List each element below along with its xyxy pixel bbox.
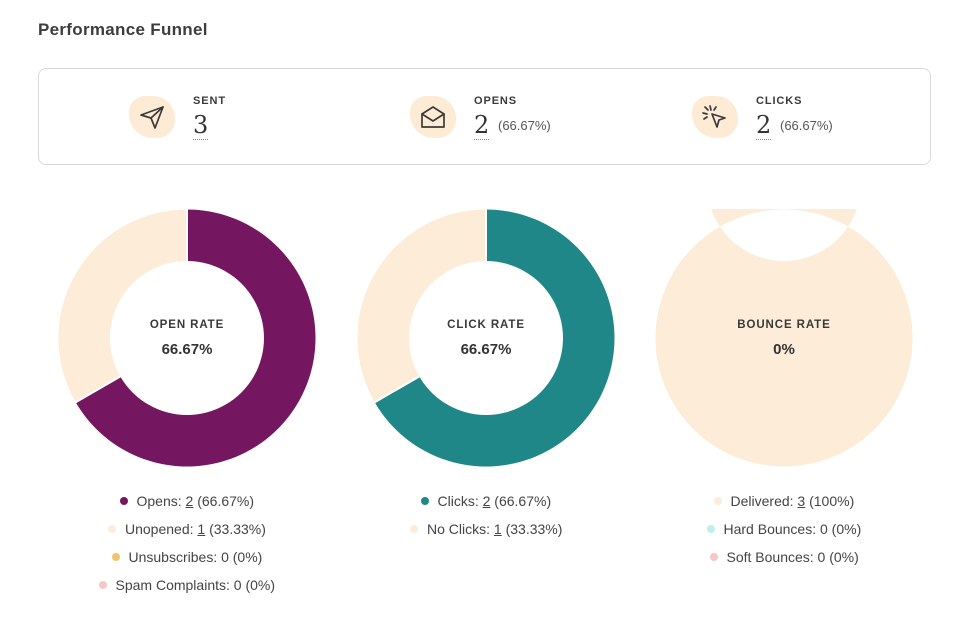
legend-percent: (100%) bbox=[805, 493, 855, 509]
bounce-rate-donut: BOUNCE RATE 0% bbox=[655, 209, 913, 467]
legend-item: Soft Bounces: 0 (0%) bbox=[709, 548, 859, 566]
slice-separator bbox=[74, 375, 121, 404]
legend-count-link[interactable]: 1 bbox=[197, 521, 206, 537]
legend-label: Opens: bbox=[136, 493, 186, 509]
open-rate-chart-svg bbox=[58, 209, 316, 467]
slice-separator bbox=[373, 375, 420, 404]
open-rate-donut: OPEN RATE 66.67% bbox=[58, 209, 316, 467]
legend-item: Clicks: 2 (66.67%) bbox=[420, 492, 552, 510]
legend-dot bbox=[709, 553, 718, 561]
envelope-icon bbox=[410, 96, 456, 138]
legend-dot bbox=[119, 497, 128, 505]
legend-count-link[interactable]: 3 bbox=[797, 493, 806, 509]
stat-opens-value[interactable]: 2 bbox=[474, 111, 490, 140]
legend-dot bbox=[706, 525, 715, 533]
legend-label: Unopened: bbox=[125, 521, 198, 537]
bounce-rate-center-value: 0% bbox=[773, 341, 795, 358]
stat-sent-value[interactable]: 3 bbox=[193, 111, 209, 140]
legend-item: Hard Bounces: 0 (0%) bbox=[706, 520, 862, 538]
legend-percent: (66.67%) bbox=[490, 493, 552, 509]
click-rate-chart-svg bbox=[357, 209, 615, 467]
legend-dot bbox=[98, 581, 107, 589]
legend-label: Delivered: bbox=[730, 493, 798, 509]
legend-item: Unsubscribes: 0 (0%) bbox=[111, 548, 263, 566]
bounce-rate-chart-svg bbox=[655, 209, 913, 467]
legend-item: No Clicks: 1 (33.33%) bbox=[410, 520, 562, 538]
legend-item: Delivered: 3 (100%) bbox=[713, 492, 855, 510]
click-rate-center-label: CLICK RATE bbox=[447, 319, 525, 331]
slice-clicks[interactable] bbox=[374, 209, 615, 467]
legend-label: Unsubscribes: 0 (0%) bbox=[128, 549, 263, 565]
legend-item: Unopened: 1 (33.33%) bbox=[108, 520, 266, 538]
send-icon bbox=[129, 96, 175, 138]
legend-count-link[interactable]: 2 bbox=[482, 493, 491, 509]
legend-percent: (33.33%) bbox=[205, 521, 266, 537]
legend-item: Opens: 2 (66.67%) bbox=[119, 492, 255, 510]
legend-count-link[interactable]: 1 bbox=[493, 521, 502, 537]
slice-unopened[interactable] bbox=[58, 209, 187, 403]
legend-label: Soft Bounces: 0 (0%) bbox=[726, 549, 859, 565]
stat-sent-label: SENT bbox=[193, 95, 226, 107]
legend-item: Spam Complaints: 0 (0%) bbox=[98, 576, 276, 594]
slice-delivered[interactable] bbox=[655, 209, 913, 467]
legend-label: Hard Bounces: 0 (0%) bbox=[723, 521, 862, 537]
legend-label: No Clicks: bbox=[427, 521, 494, 537]
legend-dot bbox=[111, 553, 120, 561]
stats-summary-card: SENT 3 OPENS 2 (66.67%) CLICKS 2 (66.6 bbox=[38, 68, 931, 165]
stat-clicks-percent: (66.67%) bbox=[780, 118, 833, 133]
slice-no-clicks[interactable] bbox=[357, 209, 487, 403]
stat-opens-percent: (66.67%) bbox=[498, 118, 551, 133]
click-rate-donut: CLICK RATE 66.67% bbox=[357, 209, 615, 467]
cursor-click-icon bbox=[692, 96, 738, 138]
open-rate-center-label: OPEN RATE bbox=[149, 319, 225, 331]
legend-dot bbox=[713, 497, 722, 505]
legend-percent: (66.67%) bbox=[193, 493, 255, 509]
stat-clicks-label: CLICKS bbox=[756, 95, 803, 107]
open-rate-center-value: 66.67% bbox=[161, 341, 213, 358]
stat-opens-label: OPENS bbox=[474, 95, 518, 107]
stat-clicks-value[interactable]: 2 bbox=[756, 111, 772, 140]
legend-percent: (33.33%) bbox=[501, 521, 563, 537]
bounce-rate-center-label: BOUNCE RATE bbox=[737, 319, 831, 331]
page-title: Performance Funnel bbox=[38, 20, 208, 39]
legend-label: Spam Complaints: 0 (0%) bbox=[115, 577, 276, 593]
click-rate-center-value: 66.67% bbox=[460, 341, 512, 358]
legend-dot bbox=[420, 497, 429, 505]
legend-count-link[interactable]: 2 bbox=[185, 493, 194, 509]
legend-label: Clicks: bbox=[437, 493, 483, 509]
legend-dot bbox=[108, 525, 116, 533]
legend-dot bbox=[410, 525, 418, 533]
slice-opens[interactable] bbox=[75, 209, 316, 467]
